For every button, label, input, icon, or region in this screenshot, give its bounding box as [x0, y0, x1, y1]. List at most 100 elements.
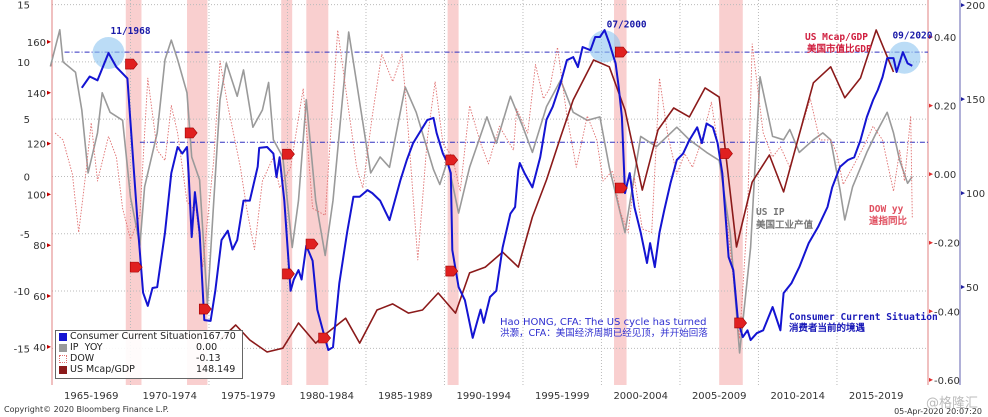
highlight-date-label: 11/1968	[111, 26, 151, 37]
mcap-annotation-cn: 美国市值比GDP	[806, 43, 872, 55]
right-inner-tick-label: 0.40	[934, 33, 956, 44]
left-inner-tick-label: 160	[27, 38, 46, 49]
series-lines	[49, 29, 913, 354]
recession-marker-icon	[184, 127, 198, 139]
recession-marker-icon	[445, 265, 459, 277]
legend-swatch	[59, 365, 67, 374]
recession-band	[125, 0, 142, 385]
tick-mark	[47, 294, 51, 299]
right-inner-tick-label: -0.60	[934, 376, 960, 387]
quote-annotation: Hao HONG, CFA: The US cycle has turned	[500, 317, 706, 328]
recession-marker-icon	[318, 332, 331, 344]
right-inner-tick-label: -0.20	[934, 239, 960, 250]
legend-swatch	[59, 354, 67, 363]
right-outer-tick-label: 50	[966, 283, 979, 294]
recession-markers	[125, 46, 747, 344]
ip-annotation: US IP	[756, 207, 785, 218]
recession-band	[447, 0, 459, 385]
legend-value: -0.13	[196, 353, 221, 364]
legend-item-ip: IP YOY 0.00	[56, 342, 242, 353]
highlight-circle	[588, 30, 621, 63]
legend-label: DOW	[70, 353, 95, 364]
dow-annotation-cn: 道指同比	[869, 215, 908, 227]
tick-mark	[47, 141, 51, 146]
tick-mark	[961, 191, 965, 196]
recession-marker-icon	[615, 182, 628, 194]
legend-swatch	[59, 332, 67, 341]
highlight-date-label: 09/2020	[892, 31, 932, 42]
axes: 151050-5-10-151601401201008060400.400.20…	[14, 0, 985, 402]
legend-item-dow: DOW -0.13	[56, 353, 242, 364]
tick-mark	[929, 377, 933, 382]
legend-label: Consumer Current Situation	[70, 331, 203, 342]
legend-label: IP YOY	[70, 342, 103, 353]
mcap-annotation: US Mcap/GDP	[805, 32, 868, 43]
tick-mark	[929, 240, 933, 245]
left-outer-tick-label: -15	[14, 344, 30, 355]
tick-mark	[961, 3, 965, 8]
recession-marker-icon	[125, 58, 138, 70]
x-tick-label: 2015-2019	[849, 391, 904, 402]
recession-band	[306, 0, 329, 385]
tick-mark	[47, 243, 51, 248]
series-line-ip-yoy	[49, 29, 913, 354]
x-tick-label: 1970-1974	[142, 391, 197, 402]
left-inner-tick-label: 80	[33, 241, 46, 252]
quote-annotation-cn: 洪灏，CFA：美国经济周期已经见顶，并开始回落	[500, 327, 708, 339]
left-inner-tick-label: 120	[27, 140, 46, 151]
legend-value: 148.149	[196, 364, 236, 375]
tick-mark	[929, 309, 933, 314]
tick-mark	[929, 172, 933, 177]
left-inner-tick-label: 40	[33, 343, 46, 354]
tick-mark	[47, 192, 51, 197]
left-outer-tick-label: 15	[17, 1, 30, 12]
x-tick-label: 2005-2009	[692, 391, 747, 402]
tick-mark	[47, 39, 51, 44]
consumer-annotation: Consumer Current Situation	[789, 312, 938, 323]
tick-mark	[929, 35, 933, 40]
tick-mark	[47, 344, 51, 349]
recession-marker-icon	[615, 46, 628, 58]
legend: Consumer Current Situation 167.70 IP YOY 0…	[55, 330, 243, 379]
series-line-consumer-current-situation	[80, 29, 913, 351]
watermark: @格隆汇	[925, 396, 978, 411]
recession-marker-icon	[305, 238, 319, 250]
right-inner-tick-label: -0.40	[934, 307, 960, 318]
legend-item-mcap: US Mcap/GDP 148.149	[56, 364, 242, 375]
x-tick-label: 1990-1994	[456, 391, 511, 402]
left-inner-tick-label: 140	[27, 89, 46, 100]
reference-lines	[64, 51, 928, 143]
legend-value: 0.00	[196, 342, 218, 353]
x-tick-label: 2010-2014	[770, 391, 825, 402]
left-inner-tick-label: 60	[33, 292, 46, 303]
tick-mark	[961, 285, 965, 290]
x-tick-label: 2000-2004	[613, 391, 668, 402]
x-tick-label: 1995-1999	[535, 391, 590, 402]
recession-marker-icon	[198, 303, 212, 315]
x-tick-label: 1975-1979	[221, 391, 276, 402]
recession-marker-icon	[282, 268, 295, 280]
left-outer-tick-label: 0	[24, 172, 30, 183]
tick-mark	[47, 90, 51, 95]
left-outer-tick-label: 10	[17, 58, 30, 69]
right-inner-tick-label: 0.00	[934, 170, 956, 181]
ip-annotation-cn: 美国工业产值	[755, 219, 814, 231]
legend-value: 167.70	[202, 331, 236, 342]
recession-marker-icon	[282, 148, 295, 160]
x-tick-label: 1980-1984	[299, 391, 354, 402]
tick-mark	[961, 97, 965, 102]
highlight-date-label: 07/2000	[607, 19, 647, 30]
timestamp: 05-Apr-2020 20:07:20	[894, 407, 982, 416]
right-outer-tick-label: 100	[966, 189, 985, 200]
consumer-annotation-cn: 消费者当前的境遇	[789, 322, 866, 334]
x-tick-label: 1965-1969	[64, 391, 119, 402]
recession-marker-icon	[445, 154, 459, 166]
left-outer-tick-label: -10	[14, 287, 30, 298]
left-inner-tick-label: 100	[27, 190, 46, 201]
right-outer-tick-label: 150	[966, 95, 985, 106]
right-inner-tick-label: 0.20	[934, 102, 956, 113]
recession-marker-icon	[734, 317, 747, 329]
